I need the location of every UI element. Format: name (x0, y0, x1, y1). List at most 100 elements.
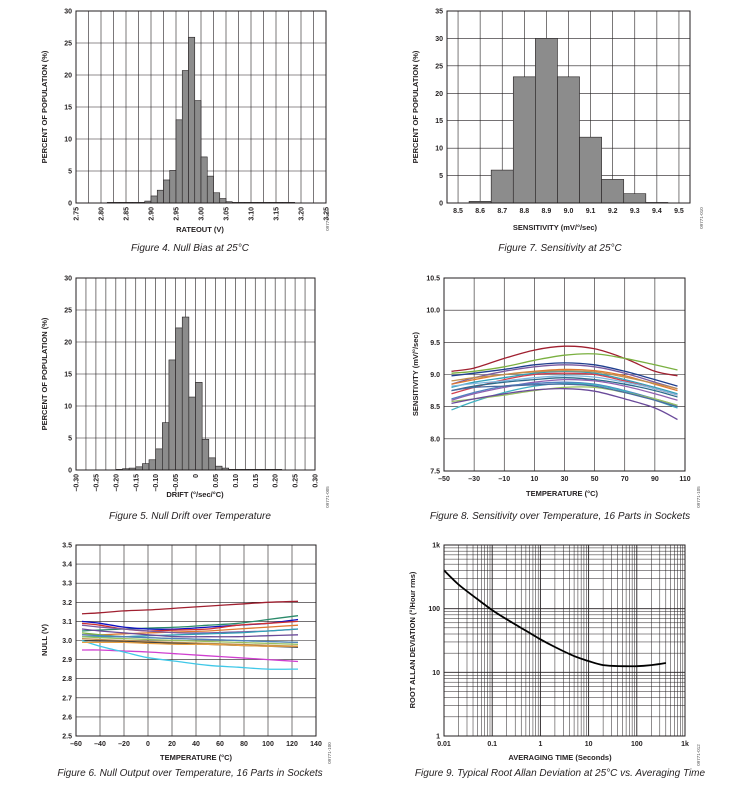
y-tick-label: 0 (68, 201, 72, 208)
histogram-bar (156, 189, 164, 204)
plot-frame (446, 10, 691, 204)
histogram-bar (557, 76, 580, 204)
figure-caption: Figure 9. Typical Root Allan Deviation a… (415, 768, 706, 779)
figure-caption: Figure 6. Null Output over Temperature, … (57, 768, 322, 779)
histogram-bar (512, 76, 536, 204)
histogram-bar (215, 465, 223, 471)
x-tick-label: –0.05 (173, 474, 180, 492)
x-axis-label: RATEOUT (V) (176, 225, 224, 234)
y-tick-label: 7.5 (430, 469, 440, 476)
histogram-bar (142, 463, 150, 471)
y-tick-label: 25 (64, 41, 72, 48)
y-tick-label: 15 (435, 118, 443, 125)
y-tick-label: 9.5 (430, 340, 440, 347)
figure-id: 09771-004 (325, 209, 330, 231)
figure-caption: Figure 7. Sensitivity at 25°C (498, 243, 622, 254)
series-line (443, 569, 666, 668)
x-tick-label: 0.30 (313, 474, 320, 488)
x-axis-label: DRIFT (°/sec/°C) (166, 490, 224, 499)
plot-frame (75, 277, 316, 471)
x-axis-label: AVERAGING TIME (Seconds) (508, 753, 612, 762)
histogram-bar (206, 175, 214, 204)
x-tick-label: 100 (631, 741, 643, 748)
histogram-bar (208, 457, 216, 471)
histogram-bar (169, 170, 177, 204)
histogram-bar (188, 396, 196, 471)
histogram-bar (601, 179, 625, 204)
x-tick-label: 0.05 (213, 474, 220, 488)
grid (443, 545, 685, 737)
y-tick-label: 10 (64, 137, 72, 144)
x-tick-label: 8.7 (497, 208, 507, 215)
series-line (451, 369, 678, 390)
x-tick-label: 20 (168, 741, 176, 748)
figure-id: 09771-005 (325, 486, 330, 508)
series-line (81, 624, 299, 636)
x-tick-label: 0 (146, 741, 150, 748)
x-tick-label: 0.01 (437, 741, 451, 748)
x-tick-label: 10 (585, 741, 593, 748)
plot-frame (443, 544, 686, 737)
x-tick-label: 9.1 (586, 208, 596, 215)
histogram-bar (200, 156, 208, 204)
series-line (81, 628, 299, 638)
series-line (81, 636, 299, 645)
figure-id: 09771-100 (327, 742, 332, 764)
y-axis-label: PERCENT OF POPULATION (%) (411, 50, 420, 163)
y-tick-label: 30 (64, 9, 72, 16)
chart-fig7: 0 5 10 15 20 25 30 35 8.5 8.6 8.7 8.8 8.9 9.0 9.1 9.2 9.… (411, 9, 704, 255)
x-tick-label: –0.20 (113, 474, 120, 492)
y-tick-label: 9.0 (430, 372, 440, 379)
y-tick-label: 5 (439, 173, 443, 180)
y-tick-label: 15 (64, 372, 72, 379)
histogram-bar (188, 36, 196, 204)
histogram-bar (168, 359, 176, 471)
x-tick-label: 60 (216, 741, 224, 748)
y-tick-label: 2.5 (62, 734, 72, 741)
y-axis-label: PERCENT OF POPULATION (%) (40, 50, 49, 163)
chart-fig4: 0 5 10 15 20 25 30 2.75 2.80 2.85 2.90 2.95 3.00 3.05… (40, 9, 331, 255)
figure-caption: Figure 5. Null Drift over Temperature (109, 511, 271, 522)
series-line (451, 370, 678, 395)
x-tick-label: 8.9 (542, 208, 552, 215)
x-tick-label: –20 (118, 741, 130, 748)
plot-frame (75, 544, 317, 737)
x-tick-label: 50 (591, 476, 599, 483)
histogram-bar (195, 382, 203, 471)
bars (115, 316, 283, 471)
chart-fig9: 1 10 100 1k 0.01 0.1 1 10 100 1k AVERAGING TIME (S… (408, 543, 706, 780)
series-line (81, 649, 299, 663)
x-tick-label: 3.10 (249, 207, 256, 221)
series-line (81, 615, 299, 632)
y-tick-label: 3.4 (62, 562, 72, 569)
series-line (451, 362, 678, 387)
figure-caption: Figure 4. Null Bias at 25°C (131, 243, 250, 254)
x-tick-label: –0.10 (153, 474, 160, 492)
x-tick-label: –0.15 (133, 474, 140, 492)
y-tick-label: 3.0 (62, 638, 72, 645)
series-line (81, 637, 299, 647)
x-tick-label: 9.0 (564, 208, 574, 215)
histogram-bar (181, 316, 190, 471)
series-line (451, 375, 678, 396)
y-tick-label: 15 (64, 105, 72, 112)
x-tick-label: 3.15 (274, 207, 281, 221)
histogram-bar (150, 195, 158, 204)
y-tick-label: 2.6 (62, 714, 72, 721)
y-tick-label: 5 (68, 436, 72, 443)
y-tick-label: 8.0 (430, 436, 440, 443)
x-tick-label: 3.20 (299, 207, 306, 221)
series-lines (443, 569, 666, 668)
x-tick-label: 30 (561, 476, 569, 483)
x-tick-label: –10 (498, 476, 510, 483)
series-line (451, 345, 678, 377)
series-line (451, 378, 678, 401)
plot-frame (75, 10, 327, 204)
chart-fig6: 2.5 2.6 2.7 2.8 2.9 3.0 3.1 3.2 3.3 3.4 3.5 –60 –40 –… (40, 543, 332, 780)
series-lines (81, 600, 299, 670)
x-tick-label: 8.6 (475, 208, 485, 215)
y-tick-label: 3.2 (62, 600, 72, 607)
series-line (451, 383, 678, 408)
series-line (451, 364, 678, 390)
